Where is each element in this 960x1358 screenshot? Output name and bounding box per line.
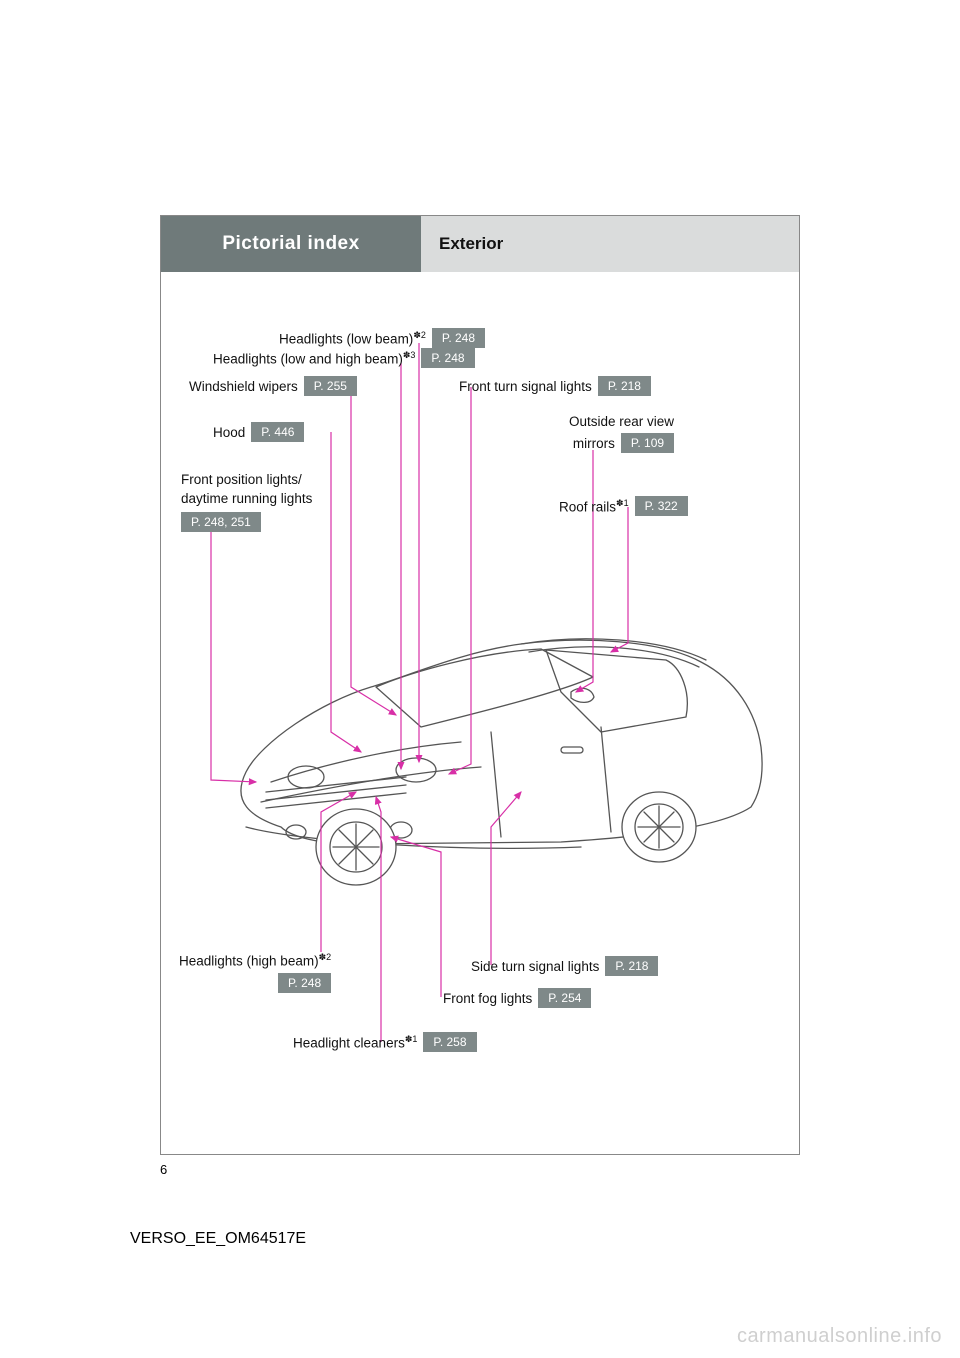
header-row: Pictorial index Exterior (161, 216, 799, 272)
page-ref-badge: P. 218 (605, 956, 658, 976)
label: Front position lights/ (181, 472, 302, 487)
page-ref-badge: P. 248 (278, 973, 331, 993)
label: Front fog lights (443, 991, 532, 1006)
document-id: VERSO_EE_OM64517E (130, 1230, 306, 1248)
car-illustration (161, 272, 801, 1156)
callout-headlights-low-beam: Headlights (low beam)✽2 P. 248 (279, 328, 485, 348)
diagram-area: Headlights (low beam)✽2 P. 248 Headlight… (161, 272, 799, 1154)
label: Hood (213, 425, 245, 440)
label: Headlights (high beam)✽2 (179, 952, 331, 969)
label: Windshield wipers (189, 379, 298, 394)
page-ref-badge: P. 248 (432, 328, 485, 348)
page-ref-badge: P. 109 (621, 433, 674, 453)
callout-headlight-cleaners: Headlight cleaners✽1 P. 258 (293, 1032, 477, 1052)
section-title: Pictorial index (161, 216, 421, 272)
page-ref-badge: P. 248 (421, 348, 474, 368)
callout-side-turn-signal: Side turn signal lights P. 218 (471, 956, 658, 976)
page-ref-badge: P. 254 (538, 988, 591, 1008)
label: Roof rails✽1 (559, 498, 629, 515)
page-ref-badge: P. 218 (598, 376, 651, 396)
callout-outside-mirrors: Outside rear view mirrors P. 109 (569, 414, 674, 453)
page-ref-badge: P. 248, 251 (181, 512, 261, 532)
page-ref-badge: P. 258 (423, 1032, 476, 1052)
label: mirrors (573, 436, 615, 451)
callout-front-fog-lights: Front fog lights P. 254 (443, 988, 591, 1008)
callout-headlights-high-beam: Headlights (high beam)✽2 P. 248 (179, 952, 331, 993)
label: daytime running lights (181, 491, 312, 506)
callout-front-turn-signal-lights: Front turn signal lights P. 218 (459, 376, 651, 396)
callout-windshield-wipers: Windshield wipers P. 255 (189, 376, 357, 396)
section-subtitle: Exterior (421, 216, 799, 272)
label: Headlights (low and high beam)✽3 (213, 350, 415, 367)
callout-hood: Hood P. 446 (213, 422, 304, 442)
callout-headlights-low-high-beam: Headlights (low and high beam)✽3 P. 248 (213, 348, 475, 368)
callout-roof-rails: Roof rails✽1 P. 322 (559, 496, 688, 516)
label: Outside rear view (569, 414, 674, 429)
callout-front-position-drl: Front position lights/ daytime running l… (181, 472, 312, 532)
label: Front turn signal lights (459, 379, 592, 394)
page-ref-badge: P. 322 (635, 496, 688, 516)
page-number: 6 (160, 1162, 167, 1177)
page-ref-badge: P. 446 (251, 422, 304, 442)
label: Headlights (low beam)✽2 (279, 330, 426, 347)
label: Side turn signal lights (471, 959, 599, 974)
label: Headlight cleaners✽1 (293, 1034, 417, 1051)
page-ref-badge: P. 255 (304, 376, 357, 396)
watermark: carmanualsonline.info (737, 1325, 942, 1348)
page-frame: Pictorial index Exterior (160, 215, 800, 1155)
